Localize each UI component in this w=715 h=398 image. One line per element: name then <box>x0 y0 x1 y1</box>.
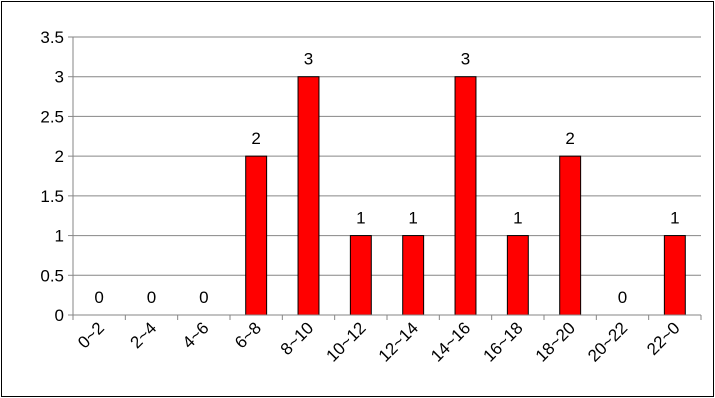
gridlines <box>73 36 701 276</box>
bar-6~8 <box>245 155 268 316</box>
x-tick-label-2~4: 2~4 <box>126 318 160 352</box>
y-tick-label: 0.5 <box>40 266 64 285</box>
x-tick-label-12~14: 12~14 <box>375 318 422 365</box>
data-label-18~20: 2 <box>565 129 574 148</box>
bar-16~18 <box>506 235 529 316</box>
data-label-12~14: 1 <box>408 209 417 228</box>
y-tick-label: 3.5 <box>40 28 64 47</box>
y-tick-label: 0 <box>55 306 64 325</box>
data-labels: 0 0 0 2 3 1 1 3 1 2 0 1 <box>94 50 679 307</box>
x-tick-label-16~18: 16~18 <box>479 318 526 365</box>
bar-22~0 <box>663 235 686 316</box>
y-tick-label: 1 <box>55 227 64 246</box>
data-label-0~2: 0 <box>94 288 103 307</box>
data-label-16~18: 1 <box>513 209 522 228</box>
data-label-4~6: 0 <box>199 288 208 307</box>
bar-8~10 <box>297 76 320 316</box>
x-tick-label-10~12: 10~12 <box>322 318 369 365</box>
data-label-6~8: 2 <box>251 129 260 148</box>
bar-12~14 <box>402 235 425 316</box>
bars <box>245 76 686 316</box>
x-tick-label-0~2: 0~2 <box>74 318 108 352</box>
axes <box>68 36 702 320</box>
data-label-14~16: 3 <box>461 50 470 69</box>
data-label-8~10: 3 <box>304 50 313 69</box>
x-tick-labels: 0~2 2~4 4~6 6~8 8~10 10~12 12~14 14~16 16~18 18~2… <box>74 318 683 365</box>
y-tick-labels: 0 0.5 1 1.5 2 2.5 3 3.5 <box>40 28 64 325</box>
x-tick-label-4~6: 4~6 <box>179 318 213 352</box>
bar-14~16 <box>454 76 477 316</box>
y-tick-label: 1.5 <box>40 187 64 206</box>
x-tick-label-14~16: 14~16 <box>427 318 474 365</box>
bar-10~12 <box>349 235 372 316</box>
data-label-10~12: 1 <box>356 209 365 228</box>
y-tick-label: 2 <box>55 147 64 166</box>
x-tick-label-22~0: 22~0 <box>643 318 684 359</box>
data-label-22~0: 1 <box>670 209 679 228</box>
x-tick-label-6~8: 6~8 <box>231 318 265 352</box>
x-tick-label-20~22: 20~22 <box>584 318 631 365</box>
bar-18~20 <box>559 155 582 316</box>
x-tick-label-18~20: 18~20 <box>532 318 579 365</box>
data-label-20~22: 0 <box>618 288 627 307</box>
y-tick-label: 2.5 <box>40 107 64 126</box>
x-tick-label-8~10: 8~10 <box>277 318 318 359</box>
y-tick-label: 3 <box>55 68 64 87</box>
data-label-2~4: 0 <box>147 288 156 307</box>
